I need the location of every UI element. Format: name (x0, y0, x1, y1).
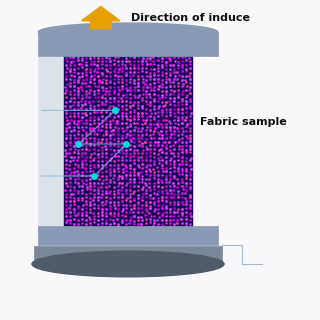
Bar (64, 51, 192, 243)
Ellipse shape (38, 23, 218, 41)
Bar (38, 226, 218, 245)
Bar (38, 56, 67, 226)
Text: Fabric sample: Fabric sample (200, 116, 287, 127)
Ellipse shape (32, 251, 224, 277)
Bar (38, 32, 218, 56)
Text: Direction of induce: Direction of induce (131, 12, 250, 23)
FancyArrow shape (82, 6, 120, 29)
Bar (34, 246, 222, 264)
